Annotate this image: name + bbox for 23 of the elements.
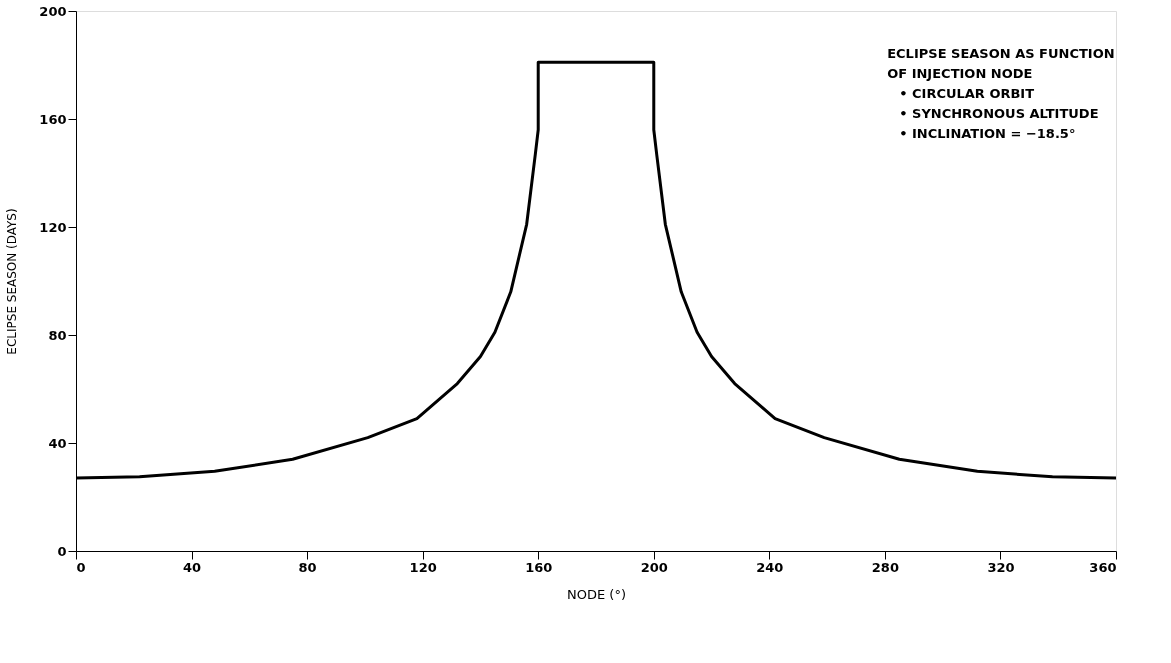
- y-tick-label: 200: [39, 3, 67, 19]
- y-tick-label: 40: [48, 435, 67, 451]
- y-tick-label: 80: [48, 327, 67, 343]
- y-tick-label: 120: [39, 219, 67, 235]
- y-tick-label: 160: [39, 111, 67, 127]
- x-axis-title: NODE (°): [567, 586, 626, 602]
- y-axis-title: ECLIPSE SEASON (DAYS): [5, 208, 20, 355]
- x-tick-label: 0: [76, 559, 86, 575]
- x-tick-label: 280: [871, 559, 899, 575]
- annotation: OF INJECTION NODE: [887, 66, 1033, 82]
- annotation: • CIRCULAR ORBIT: [899, 86, 1035, 102]
- x-tick-label: 320: [987, 559, 1015, 575]
- x-tick-label: 240: [756, 559, 784, 575]
- annotation: • INCLINATION = −18.5°: [899, 126, 1076, 142]
- x-tick-label: 200: [640, 559, 668, 575]
- annotation: ECLIPSE SEASON AS FUNCTION: [887, 46, 1115, 62]
- x-tick-label: 80: [298, 559, 317, 575]
- x-tick-label: 120: [409, 559, 437, 575]
- annotation: • SYNCHRONOUS ALTITUDE: [899, 106, 1099, 122]
- x-tick-label: 40: [183, 559, 202, 575]
- y-tick-label: 0: [57, 543, 67, 559]
- x-tick-label: 160: [525, 559, 553, 575]
- x-tick-label: 360: [1089, 559, 1117, 575]
